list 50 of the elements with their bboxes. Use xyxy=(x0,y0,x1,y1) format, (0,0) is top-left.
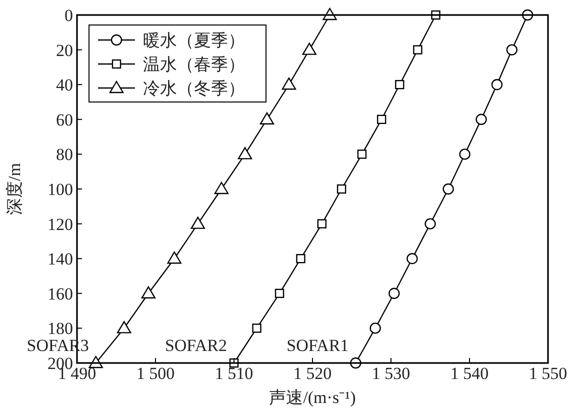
y-tick-label: 60 xyxy=(56,110,73,130)
point xyxy=(282,78,296,90)
y-tick-label: 0 xyxy=(64,6,73,25)
point xyxy=(476,114,487,125)
y-tick-label: 20 xyxy=(56,40,73,60)
x-axis-title: 声速/(m·s⁻¹) xyxy=(269,388,356,407)
y-axis-title: 深度/m xyxy=(5,163,24,215)
point xyxy=(252,324,262,333)
point xyxy=(317,219,327,228)
point xyxy=(336,184,346,194)
legend-label: 温水（春季） xyxy=(143,54,245,74)
point xyxy=(459,148,470,160)
annotation: SOFAR1 xyxy=(286,336,349,355)
point xyxy=(214,182,229,194)
x-tick-label: 1 510 xyxy=(214,364,254,383)
y-tick-label: 160 xyxy=(48,284,73,304)
point xyxy=(274,288,284,298)
point xyxy=(190,216,205,229)
y-tick-label: 80 xyxy=(56,145,73,164)
point xyxy=(491,79,503,90)
point xyxy=(357,150,367,159)
point xyxy=(376,114,386,124)
x-tick-label: 1 520 xyxy=(293,364,332,383)
point xyxy=(167,252,182,264)
point xyxy=(370,322,381,334)
point xyxy=(302,42,316,55)
y-tick-label: 100 xyxy=(48,180,73,199)
point xyxy=(388,288,400,299)
x-tick-label: 1 530 xyxy=(372,364,410,383)
legend-label: 冷水（冬季） xyxy=(143,78,245,98)
point xyxy=(442,183,454,195)
point xyxy=(260,112,274,124)
x-tick-label: 1 500 xyxy=(136,364,175,383)
point xyxy=(406,253,418,264)
annotation: SOFAR2 xyxy=(164,336,227,355)
x-tick-label: 1 550 xyxy=(528,364,568,383)
y-tick-label: 40 xyxy=(56,76,73,95)
point xyxy=(141,286,156,298)
point xyxy=(506,44,518,56)
point xyxy=(117,321,132,334)
point xyxy=(296,254,306,264)
y-tick-label: 180 xyxy=(48,319,73,338)
y-tick-label: 120 xyxy=(48,214,73,234)
x-tick-label: 1 540 xyxy=(450,364,489,383)
legend-label: 暖水（夏季） xyxy=(143,30,245,50)
y-tick-label: 140 xyxy=(48,250,73,269)
point xyxy=(395,80,404,90)
point xyxy=(424,218,436,230)
point xyxy=(238,147,252,160)
point xyxy=(413,45,422,54)
